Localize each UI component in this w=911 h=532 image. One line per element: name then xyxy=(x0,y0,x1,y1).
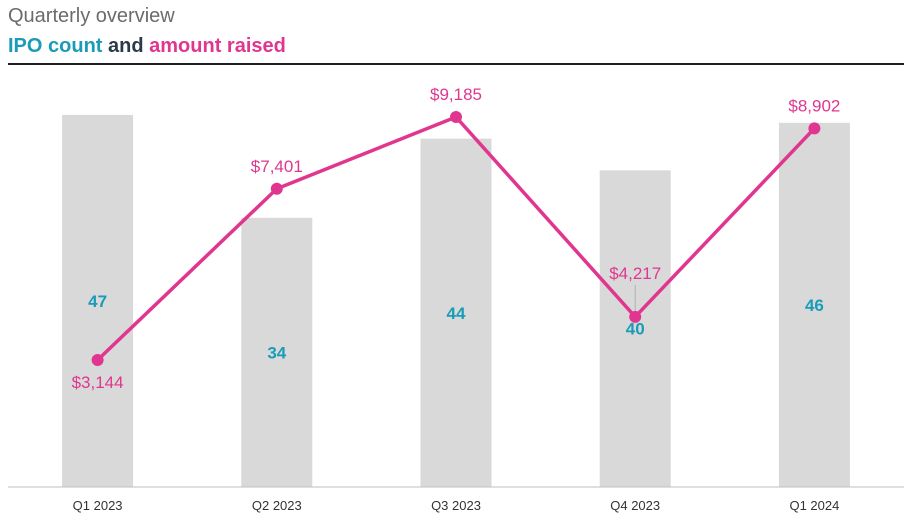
amount-label: $4,217 xyxy=(609,264,661,283)
x-tick-label: Q1 2023 xyxy=(73,498,123,513)
amount-point xyxy=(808,122,821,135)
amount-point xyxy=(91,354,104,366)
bar-count-label: 44 xyxy=(447,304,466,323)
bar-count-label: 47 xyxy=(88,292,107,311)
bar-q3-2023 xyxy=(420,138,492,487)
bar-count-label: 46 xyxy=(805,296,824,315)
amount-point xyxy=(629,310,642,323)
chart-title: IPO count and amount raised xyxy=(8,35,286,58)
amount-point xyxy=(450,111,462,123)
title-divider xyxy=(8,63,904,65)
amount-point xyxy=(270,182,283,195)
bar-count-label: 40 xyxy=(626,320,645,339)
title-ipo-count: IPO count xyxy=(8,35,103,57)
amount-label: $9,185 xyxy=(430,85,482,104)
title-and: and xyxy=(108,35,144,57)
title-amount-raised: amount raised xyxy=(149,35,286,57)
x-tick-label: Q3 2023 xyxy=(431,498,481,513)
bar-q1-2024 xyxy=(778,122,850,487)
bar-q4-2023 xyxy=(599,170,671,488)
x-tick-label: Q1 2024 xyxy=(789,498,839,513)
amount-label: $7,401 xyxy=(251,157,303,176)
chart-subtitle: Quarterly overview xyxy=(8,5,175,27)
x-tick-label: Q2 2023 xyxy=(252,498,302,513)
bar-q2-2023 xyxy=(241,217,313,488)
bar-q1-2023 xyxy=(62,114,134,488)
bar-count-label: 34 xyxy=(267,343,286,362)
amount-label: $8,902 xyxy=(788,96,840,115)
amount-label: $3,144 xyxy=(72,373,124,392)
x-tick-label: Q4 2023 xyxy=(610,498,660,513)
